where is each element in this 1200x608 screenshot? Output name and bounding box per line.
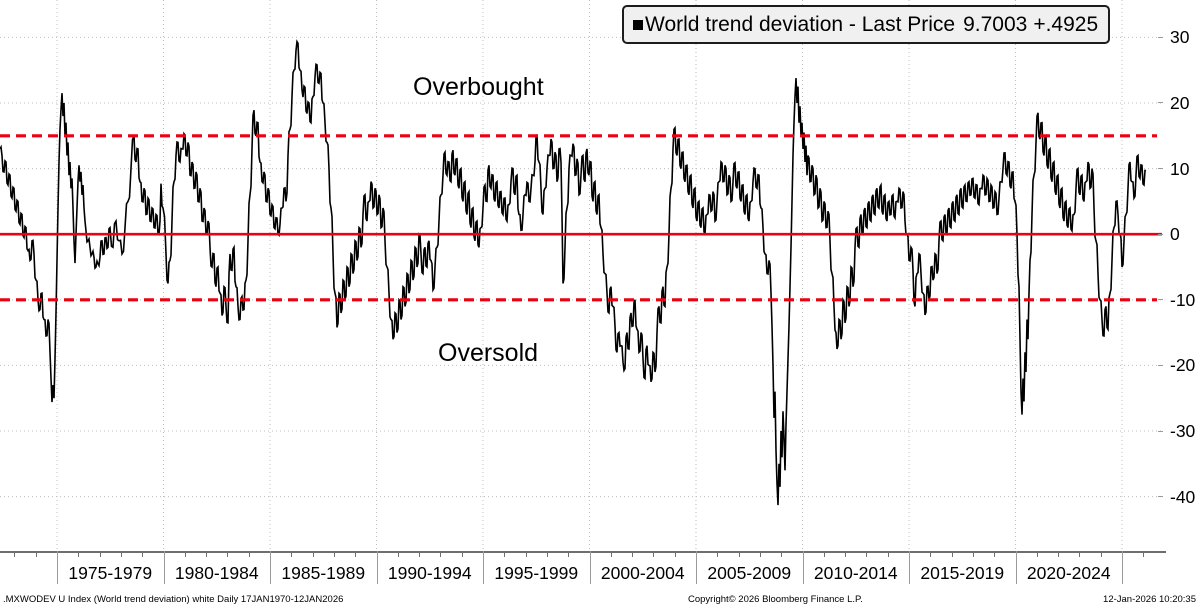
x-axis-range-label: 1975-1979: [68, 563, 153, 583]
x-axis-minor-tick: [759, 551, 761, 557]
x-axis-minor-tick: [248, 551, 250, 557]
x-axis-minor-tick: [866, 551, 868, 557]
x-axis-range-label: 1980-1984: [174, 563, 259, 583]
x-axis-major-tick: [589, 551, 591, 584]
y-axis-label: 20: [1170, 92, 1190, 113]
y-axis-label: -30: [1170, 421, 1196, 441]
y-axis-tick: [1158, 36, 1163, 38]
x-axis-major-tick: [376, 551, 378, 584]
x-axis-minor-tick: [312, 551, 314, 557]
x-axis-range-label: 2000-2004: [600, 563, 685, 583]
x-axis-minor-tick: [14, 551, 16, 557]
x-axis-minor-tick: [930, 551, 932, 557]
x-axis-minor-tick: [610, 551, 612, 557]
status-bar: .MXWODEV U Index (World trend deviation)…: [0, 594, 1200, 608]
oversold-label: Oversold: [438, 339, 539, 367]
x-axis-minor-tick: [674, 551, 676, 557]
x-axis-range-label: 2010-2014: [813, 563, 898, 583]
x-axis-minor-tick: [781, 551, 783, 557]
x-axis-range-label: 2020-2024: [1026, 563, 1111, 583]
x-axis-minor-tick: [1079, 551, 1081, 557]
x-axis-major-tick: [802, 551, 804, 584]
x-axis-minor-tick: [184, 551, 186, 557]
x-axis-major-tick: [909, 551, 910, 584]
x-axis-minor-tick: [525, 551, 527, 557]
x-axis-range-label: 1990-1994: [387, 563, 472, 583]
x-axis-minor-tick: [35, 551, 37, 557]
y-axis-tick: [1158, 299, 1163, 301]
x-axis-range-label: 1995-1999: [494, 563, 579, 583]
y-axis-tick: [1158, 430, 1163, 432]
x-axis-minor-tick: [397, 551, 399, 557]
y-axis-label: -40: [1170, 486, 1196, 507]
x-axis-minor-tick: [333, 551, 335, 557]
x-axis-minor-tick: [887, 551, 889, 557]
y-axis-label: -20: [1170, 355, 1196, 376]
x-axis-minor-tick: [291, 551, 293, 557]
x-axis-minor-tick: [1143, 551, 1145, 557]
y-axis-tick: [1158, 168, 1163, 170]
y-axis-tick: [1158, 102, 1163, 104]
x-axis-minor-tick: [206, 551, 208, 557]
x-axis-minor-tick: [99, 551, 101, 557]
copyright-notice: Copyright© 2026 Bloomberg Finance L.P.: [688, 594, 863, 605]
series-marker-icon: [633, 19, 643, 30]
x-axis-minor-tick: [440, 551, 442, 557]
x-axis-minor-tick: [355, 551, 357, 557]
x-axis-minor-tick: [1058, 551, 1060, 557]
legend-series-label: World trend deviation - Last Price: [645, 12, 956, 36]
x-axis-major-tick: [483, 551, 484, 584]
x-axis-minor-tick: [78, 551, 80, 557]
y-axis-label: 30: [1170, 27, 1190, 48]
x-axis-minor-tick: [142, 551, 144, 557]
y-axis-label: 0: [1170, 224, 1180, 245]
series-line: [0, 39, 1147, 506]
x-axis-minor-tick: [717, 551, 719, 557]
x-axis-minor-tick: [653, 551, 655, 557]
y-axis-label: 10: [1170, 158, 1190, 179]
x-axis-major-tick: [270, 551, 271, 584]
x-axis-minor-tick: [1036, 551, 1038, 557]
x-axis-minor-tick: [227, 551, 229, 557]
y-axis: 30 20 10 0 -10 -20 -30 -40: [1158, 0, 1200, 555]
x-axis-minor-tick: [504, 551, 506, 557]
x-axis-minor-tick: [461, 551, 463, 557]
x-axis-minor-tick: [1100, 551, 1102, 557]
x-axis-range-label: 2005-2009: [707, 563, 792, 583]
legend-last-price: 9.7003: [963, 12, 1028, 36]
x-axis-range-label: 2015-2019: [920, 563, 1005, 583]
x-axis-minor-tick: [823, 551, 825, 557]
x-axis-minor-tick: [632, 551, 634, 557]
security-description: .MXWODEV U Index (World trend deviation)…: [3, 594, 344, 605]
x-axis-minor-tick: [972, 551, 974, 557]
chart-legend[interactable]: World trend deviation - Last Price 9.700…: [622, 5, 1111, 44]
x-axis-minor-tick: [568, 551, 570, 557]
x-axis-major-tick: [1015, 551, 1017, 584]
trend-deviation-chart: [0, 0, 1163, 551]
y-axis-label: -10: [1170, 289, 1196, 310]
y-axis-tick: [1158, 496, 1163, 498]
x-axis-major-tick: [163, 551, 165, 584]
x-axis-major-tick: [57, 551, 58, 584]
y-axis-tick: [1158, 233, 1163, 235]
x-axis-minor-tick: [738, 551, 740, 557]
x-axis-minor-tick: [951, 551, 953, 557]
x-axis-minor-tick: [120, 551, 122, 557]
x-axis-line: [0, 551, 1166, 553]
x-axis-major-tick: [696, 551, 697, 584]
overbought-label: Overbought: [413, 73, 544, 101]
x-axis-minor-tick: [546, 551, 548, 557]
plot-area[interactable]: [0, 0, 1163, 555]
y-axis-tick: [1158, 364, 1163, 366]
x-axis-minor-tick: [845, 551, 847, 557]
legend-change: +.4925: [1033, 12, 1099, 36]
x-axis-minor-tick: [994, 551, 996, 557]
timestamp: 12-Jan-2026 10:20:35: [1103, 594, 1196, 605]
x-axis-major-tick: [1122, 551, 1123, 584]
x-axis-minor-tick: [419, 551, 421, 557]
x-axis-range-label: 1985-1989: [281, 563, 366, 583]
